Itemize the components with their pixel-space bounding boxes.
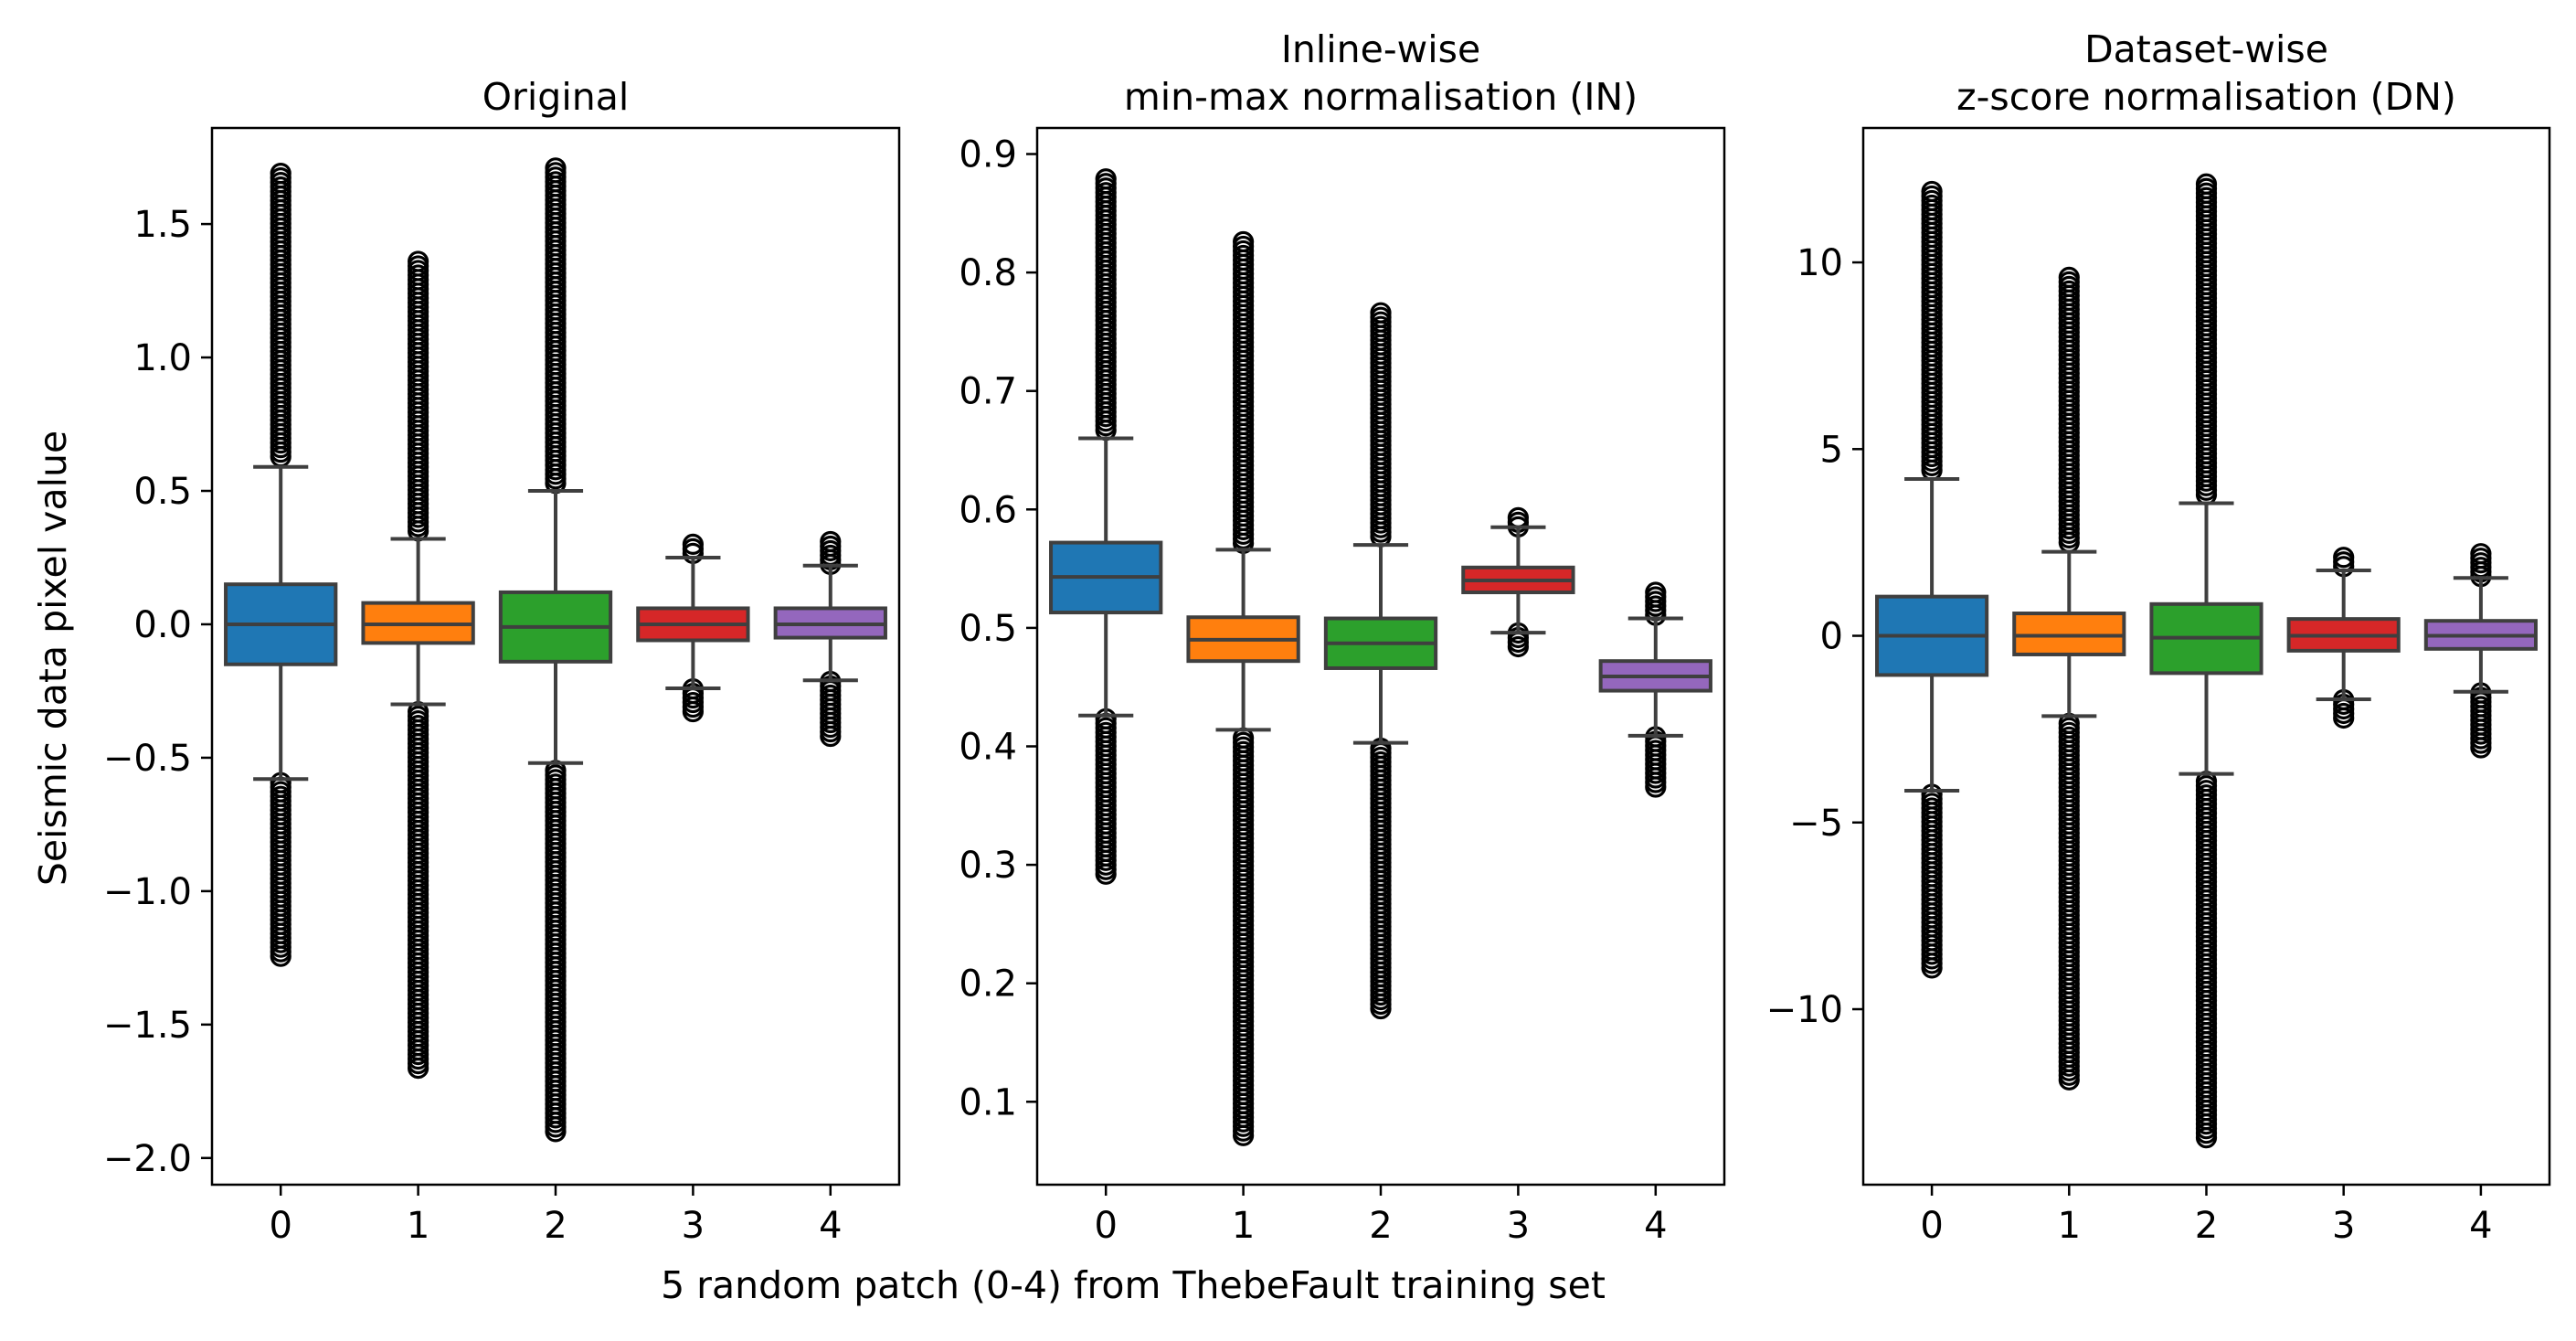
xtick-label: 3 <box>1507 1205 1530 1247</box>
ytick-label: 0.6 <box>959 489 1017 531</box>
box-3 <box>1461 506 1575 658</box>
ytick-label: −10 <box>1766 989 1843 1031</box>
outliers <box>1095 168 1117 885</box>
ytick-label: 0.4 <box>959 726 1017 768</box>
ytick-label: 0.9 <box>959 134 1017 176</box>
panel-1: Inline-wise min-max normalisation (IN) 0.1… <box>959 27 1726 1247</box>
xtick-label: 3 <box>2332 1205 2355 1247</box>
outliers <box>1370 302 1392 1020</box>
ytick-label: −1.0 <box>103 871 192 913</box>
ytick-label: 10 <box>1797 242 1843 284</box>
panel-title: Inline-wise min-max normalisation (IN) <box>1124 27 1638 119</box>
xtick-label: 0 <box>269 1205 292 1247</box>
box-2 <box>2149 173 2263 1149</box>
outliers <box>820 530 842 748</box>
figure-xlabel: 5 random patch (0-4) from ThebeFault tra… <box>661 1263 1606 1307</box>
outliers <box>2058 266 2080 1091</box>
xtick-label: 0 <box>1094 1205 1117 1247</box>
box-3 <box>2286 547 2401 729</box>
ytick-label: 0.1 <box>959 1081 1017 1123</box>
box-1 <box>2012 266 2126 1091</box>
ytick-label: 0.2 <box>959 963 1017 1006</box>
xtick-label: 4 <box>819 1205 842 1247</box>
xtick-label: 2 <box>2195 1205 2218 1247</box>
box-0 <box>1875 180 1989 979</box>
xtick-label: 1 <box>407 1205 429 1247</box>
panel-0: Original −2.0 −1.5 −1.0 −0.5 0.0 0.5 1.0 1.5 0 1 2 3… <box>103 75 901 1247</box>
box-body <box>2012 612 2126 656</box>
outliers <box>545 157 567 1143</box>
panel-2: Dataset-wise z-score normalisation (DN) −1… <box>1766 27 2551 1247</box>
xtick-label: 1 <box>1232 1205 1255 1247</box>
ytick-label: 0 <box>1820 616 1843 658</box>
ytick-label: 1.0 <box>133 337 192 379</box>
ytick-label: 0.3 <box>959 845 1017 887</box>
outliers <box>270 163 292 967</box>
xtick-label: 2 <box>1369 1205 1392 1247</box>
ytick-label: 0.0 <box>133 604 192 646</box>
box-4 <box>2423 543 2538 759</box>
box-2 <box>498 157 613 1143</box>
xtick-label: 1 <box>2058 1205 2081 1247</box>
box-4 <box>1598 581 1712 798</box>
ytick-label: 0.8 <box>959 252 1017 294</box>
outliers <box>408 250 429 1080</box>
box-1 <box>361 250 475 1080</box>
box-2 <box>1323 302 1438 1020</box>
box-3 <box>636 533 750 723</box>
outliers <box>1921 180 1943 979</box>
panel-title: Dataset-wise z-score normalisation (DN) <box>1956 27 2456 119</box>
ytick-label: 0.7 <box>959 371 1017 413</box>
box-0 <box>224 163 338 967</box>
ytick-label: −2.0 <box>103 1138 192 1180</box>
ytick-label: 0.5 <box>133 471 192 513</box>
figure-ylabel: Seismic data pixel value <box>31 431 75 886</box>
ytick-label: −0.5 <box>103 738 192 780</box>
panel-title: Original <box>482 75 629 119</box>
xtick-label: 0 <box>1920 1205 1943 1247</box>
xtick-label: 4 <box>2469 1205 2492 1247</box>
ytick-label: 5 <box>1820 429 1843 471</box>
xtick-label: 2 <box>544 1205 567 1247</box>
ytick-label: −1.5 <box>103 1005 192 1047</box>
outliers <box>1232 230 1255 1146</box>
xtick-label: 3 <box>682 1205 705 1247</box>
ytick-label: 1.5 <box>133 204 192 246</box>
outliers <box>2195 173 2218 1149</box>
xtick-label: 4 <box>1644 1205 1667 1247</box>
box-0 <box>1049 168 1163 885</box>
box-4 <box>773 530 887 748</box>
box-1 <box>1186 230 1300 1146</box>
ytick-label: 0.5 <box>959 608 1017 650</box>
ytick-label: −5 <box>1789 803 1843 845</box>
